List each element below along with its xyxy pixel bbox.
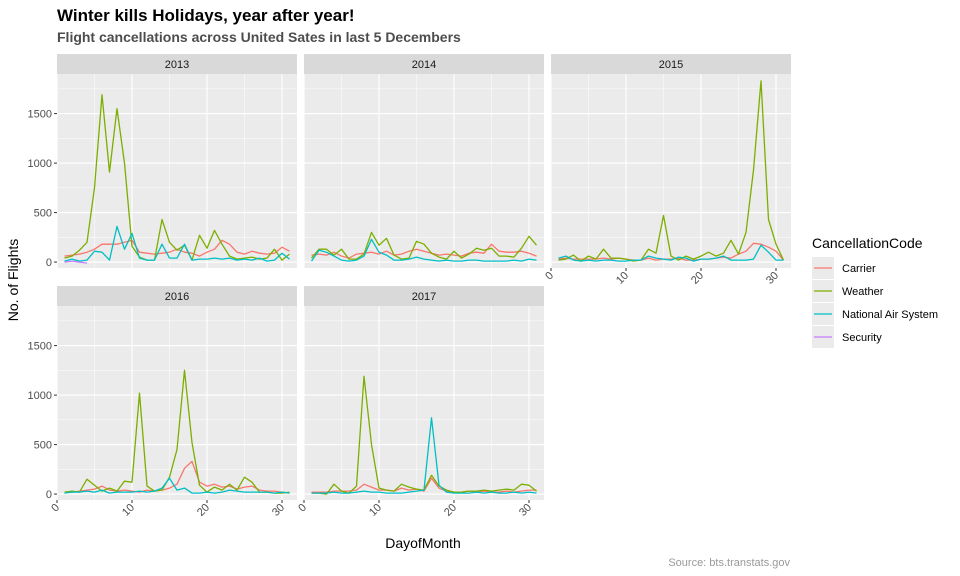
chart-title: Winter kills Holidays, year after year! xyxy=(57,6,354,25)
facet-strip-label: 2015 xyxy=(659,59,683,71)
legend-item-national-air-system: National Air System xyxy=(812,303,938,325)
y-tick-label: 1500 xyxy=(28,341,52,353)
y-tick-label: 0 xyxy=(46,489,52,501)
legend-label: National Air System xyxy=(842,309,938,321)
legend-item-security: Security xyxy=(812,326,882,348)
facet-strip-label: 2014 xyxy=(412,59,436,71)
panel-background xyxy=(57,306,297,500)
panel-background xyxy=(304,306,544,500)
series-line-weather xyxy=(64,94,290,261)
gridlines xyxy=(56,74,297,268)
facet-strip xyxy=(304,286,544,306)
series-line-carrier xyxy=(64,239,290,257)
facet-panel-2013: 2013 0 500 1000 1500 xyxy=(28,54,297,269)
x-tick-label: 30 xyxy=(517,502,534,519)
series-line-national-air-system xyxy=(311,417,537,494)
series-line-weather xyxy=(558,80,785,262)
series-line-national-air-system xyxy=(558,244,784,262)
facet-strip-label: 2016 xyxy=(165,291,189,303)
x-tick-label: 30 xyxy=(764,270,781,287)
series-line-national-air-system xyxy=(310,238,537,262)
x-axis-title: DayofMonth xyxy=(385,535,460,551)
x-tick-label: 10 xyxy=(367,502,384,519)
y-tick-label: 500 xyxy=(34,208,52,220)
facet-strip-label: 2013 xyxy=(165,59,189,71)
facet-strip xyxy=(304,54,544,74)
x-tick-label: 10 xyxy=(120,502,137,519)
y-tick-label: 1000 xyxy=(28,390,52,402)
legend-label: Weather xyxy=(842,286,884,298)
panel-background xyxy=(551,74,791,268)
legend: CancellationCode Carrier Weather National … xyxy=(812,235,938,348)
y-tick-label: 1500 xyxy=(28,109,52,121)
source-caption: Source: bts.transtats.gov xyxy=(668,557,790,569)
y-tick-label: 1000 xyxy=(28,158,52,170)
facet-panel-2016: 2016 0 500 1000 1500 0 10 20 30 xyxy=(28,286,297,519)
x-tick-label: 10 xyxy=(614,270,631,287)
series-line-weather xyxy=(64,369,290,494)
facet-panel-2017: 2017 0 10 20 30 xyxy=(296,286,544,519)
gridlines xyxy=(550,74,791,268)
gridlines xyxy=(56,306,297,500)
y-axis-title: No. of Flights xyxy=(5,239,21,321)
x-tick-label: 20 xyxy=(195,502,212,519)
y-tick-label: 0 xyxy=(46,257,52,269)
gridlines xyxy=(303,306,544,500)
x-tick-label: 20 xyxy=(689,270,706,287)
series-line-carrier xyxy=(64,460,290,494)
x-tick-label: 20 xyxy=(442,502,459,519)
series-line-weather xyxy=(311,231,537,260)
y-tick-label: 500 xyxy=(34,440,52,452)
facet-strip xyxy=(551,54,791,74)
legend-title: CancellationCode xyxy=(812,235,923,251)
x-tick-label: 0 xyxy=(296,502,309,515)
facet-strip-label: 2017 xyxy=(412,291,436,303)
legend-item-carrier: Carrier xyxy=(812,257,876,279)
chart-subtitle: Flight cancellations across United Sates… xyxy=(57,29,461,45)
x-tick-label: 30 xyxy=(270,502,287,519)
x-tick-label: 0 xyxy=(543,270,556,283)
series-line-security xyxy=(64,260,88,264)
series-line-national-air-system xyxy=(64,477,290,494)
x-tick-label: 0 xyxy=(49,502,62,515)
series-line-carrier xyxy=(311,477,537,493)
legend-label: Security xyxy=(842,332,882,344)
facet-strip xyxy=(57,286,297,306)
facet-panel-2014: 2014 xyxy=(303,54,544,268)
panel-background xyxy=(57,74,297,268)
series-line-national-air-system xyxy=(64,225,290,262)
panel-background xyxy=(304,74,544,268)
facet-strip xyxy=(57,54,297,74)
legend-label: Carrier xyxy=(842,263,876,275)
legend-item-weather: Weather xyxy=(812,280,884,302)
facet-panel-2015: 2015 0 10 20 30 xyxy=(543,54,791,287)
